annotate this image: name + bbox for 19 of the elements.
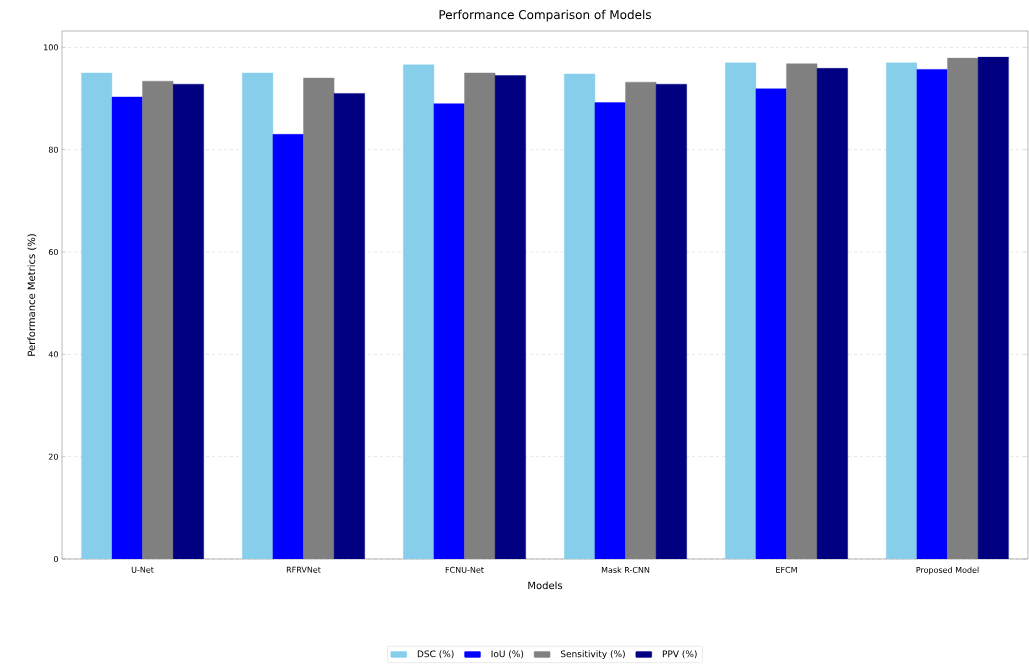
x-axis-title: Models [528,581,563,590]
x-tick-label: EFCM [776,566,797,573]
y-axis-title: Performance Metrics (%) [27,234,37,356]
x-tick-label: Mask R-CNN [601,566,650,573]
chart-title: Performance Comparison of Models [439,9,652,22]
legend-label: IoU (%) [491,650,524,659]
x-tick-label: FCNU-Net [445,566,484,573]
y-tick-label: 60 [48,248,58,256]
x-tick-label: U-Net [131,566,154,573]
y-tick-label: 40 [48,351,58,358]
x-tick-label: RFRVNet [286,566,321,573]
legend-label: PPV (%) [662,650,697,659]
y-tick-label: 80 [48,146,58,153]
y-tick-label: 100 [44,44,58,51]
legend-label: Sensitivity (%) [560,650,625,660]
legend-label: DSC (%) [417,650,454,659]
y-tick-label: 0 [53,555,58,563]
y-tick-label: 20 [48,453,58,460]
x-tick-label: Proposed Model [916,566,979,575]
